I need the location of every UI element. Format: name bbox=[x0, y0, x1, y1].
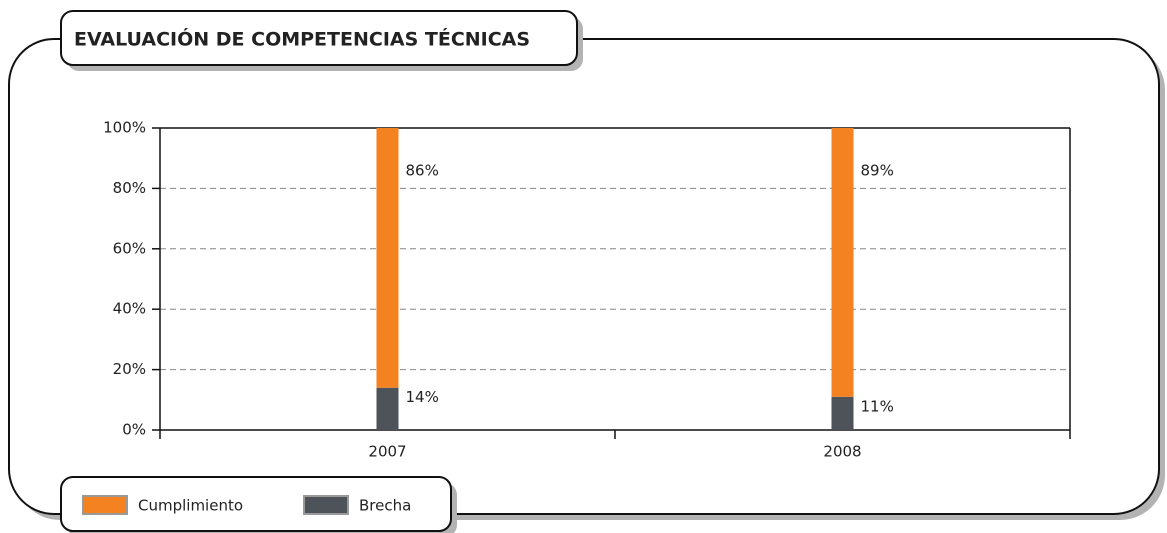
data-label: 11% bbox=[861, 397, 894, 415]
legend-swatch bbox=[303, 495, 349, 515]
legend-label: Brecha bbox=[359, 497, 411, 515]
y-tick-label: 40% bbox=[113, 300, 146, 318]
y-tick-label: 80% bbox=[113, 179, 146, 197]
bar-segment bbox=[831, 128, 854, 397]
y-tick-label: 0% bbox=[122, 421, 146, 439]
data-label: 14% bbox=[406, 388, 439, 406]
bar-segment bbox=[831, 396, 854, 430]
data-label: 86% bbox=[406, 162, 439, 180]
x-tick-label: 2007 bbox=[368, 443, 406, 461]
legend-label: Cumplimiento bbox=[138, 497, 243, 515]
bar-segment bbox=[376, 128, 399, 388]
title-box bbox=[60, 10, 578, 66]
legend-box bbox=[60, 476, 452, 532]
bar-segment bbox=[376, 387, 399, 430]
x-tick-label: 2008 bbox=[823, 443, 861, 461]
y-tick-label: 20% bbox=[113, 360, 146, 378]
y-tick-label: 100% bbox=[103, 119, 146, 137]
legend-swatch bbox=[82, 495, 128, 515]
frame bbox=[8, 38, 1160, 515]
data-label: 89% bbox=[861, 162, 894, 180]
y-tick-label: 60% bbox=[113, 239, 146, 257]
chart-title: EVALUACIÓN DE COMPETENCIAS TÉCNICAS bbox=[74, 27, 530, 51]
